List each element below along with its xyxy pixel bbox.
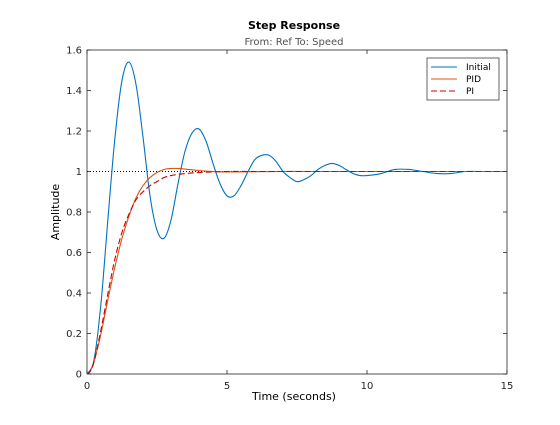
x-tick-label: 15 [501, 381, 514, 392]
plot-area [86, 49, 508, 375]
legend-label-initial: Initial [466, 63, 491, 73]
x-tick-label: 5 [224, 381, 230, 392]
y-tick-label: 1.6 [66, 46, 82, 57]
y-tick-label: 1.4 [66, 86, 82, 97]
chart-subtitle: From: Ref To: Speed [244, 37, 343, 48]
legend-box [426, 57, 500, 101]
series-line-pid [86, 167, 507, 375]
x-tick-label: 10 [361, 381, 374, 392]
legend-label-pi: PI [466, 87, 474, 97]
y-tick-label: 0 [76, 370, 82, 381]
y-tick-label: 1 [76, 167, 82, 178]
y-tick-label: 1.2 [66, 127, 82, 138]
chart-title: Step Response [248, 19, 340, 32]
legend-label-pid: PID [466, 75, 481, 85]
y-tick-label: 0.4 [66, 289, 82, 300]
series-line-pi [86, 170, 507, 375]
y-tick-label: 0.8 [66, 208, 82, 219]
y-axis-label: Amplitude [49, 184, 62, 241]
y-tick-label: 0.2 [66, 329, 82, 340]
series-line-initial [86, 61, 507, 375]
x-axis-label: Time (seconds) [251, 390, 336, 403]
legend: Initial PID PI [426, 57, 500, 101]
y-tick-label: 0.6 [66, 248, 82, 259]
x-tick-label: 0 [84, 381, 90, 392]
